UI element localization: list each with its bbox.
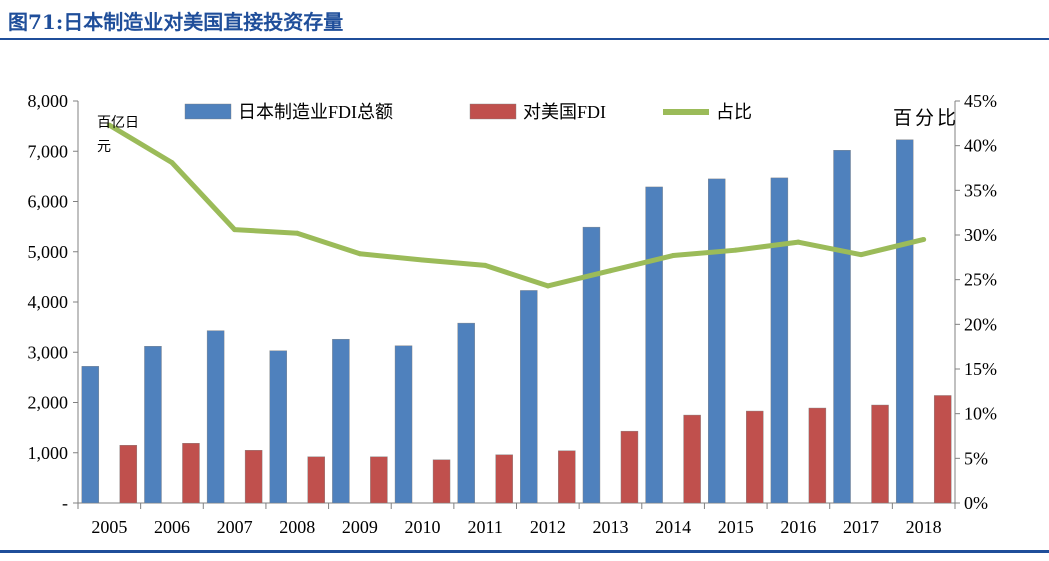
x-tick-label: 2007 — [217, 517, 253, 537]
bar-us-fdi — [307, 456, 325, 504]
bar-total-fdi — [520, 290, 538, 504]
chart-bars — [81, 139, 952, 504]
x-tick-label: 2009 — [342, 517, 378, 537]
x-tick-label: 2016 — [780, 517, 816, 537]
bar-total-fdi — [457, 322, 475, 504]
bar-us-fdi — [370, 456, 388, 504]
line-share-point — [482, 262, 488, 268]
figure-title: 图71:日本制造业对美国直接投资存量 — [8, 10, 344, 34]
bar-us-fdi — [558, 450, 576, 504]
bar-total-fdi — [394, 345, 413, 504]
chart-line — [106, 122, 927, 289]
bar-total-fdi — [81, 366, 100, 504]
bar-us-fdi — [871, 404, 889, 504]
bar-total-fdi — [582, 226, 601, 504]
line-share-point — [357, 251, 363, 257]
y-right-tick-label: 20% — [964, 314, 997, 334]
x-tick-label: 2005 — [91, 517, 127, 537]
bar-total-fdi — [833, 150, 851, 504]
y-right-tick-label: 45% — [964, 91, 997, 111]
bar-us-fdi — [119, 445, 138, 504]
bar-us-fdi — [244, 450, 263, 504]
x-tick-label: 2010 — [405, 517, 441, 537]
line-share-point — [169, 160, 175, 166]
y-left-tick-label: - — [62, 493, 68, 513]
y-left-tick-label: 7,000 — [28, 141, 69, 161]
x-tick-label: 2012 — [530, 517, 566, 537]
x-tick-label: 2011 — [468, 517, 503, 537]
line-share-point — [545, 283, 551, 289]
line-share-series — [108, 122, 925, 289]
bar-us-fdi — [432, 459, 451, 504]
legend-swatch-0 — [184, 103, 232, 120]
legend-label-2: 占比 — [716, 102, 752, 122]
y-left-tick-label: 1,000 — [28, 443, 69, 463]
bar-total-fdi — [770, 177, 789, 504]
bar-us-fdi — [808, 407, 827, 504]
y-left-tick-label: 5,000 — [28, 242, 69, 262]
y-left-unit-label-line2: 元 — [97, 140, 111, 155]
x-tick-label: 2008 — [279, 517, 315, 537]
y-right-tick-label: 15% — [964, 359, 997, 379]
y-left-tick-label: 3,000 — [28, 342, 69, 362]
x-tick-label: 2014 — [655, 517, 691, 537]
bar-total-fdi — [332, 338, 350, 504]
x-tick-label: 2015 — [718, 517, 754, 537]
chart-labels: - 1,000 2,000 3,000 4,000 5,000 6,000 7,000 8,00… — [28, 91, 998, 537]
y-left-tick-label: 8,000 — [28, 91, 69, 111]
y-right-tick-label: 30% — [964, 225, 997, 245]
bar-total-fdi — [708, 178, 726, 504]
line-share-point — [420, 257, 426, 263]
line-share-point — [921, 236, 927, 242]
y-right-tick-label: 0% — [964, 493, 988, 513]
y-right-tick-label: 40% — [964, 136, 997, 156]
bar-total-fdi — [269, 350, 287, 504]
y-right-tick-label: 10% — [964, 404, 997, 424]
line-share-point — [294, 230, 300, 236]
bottom-rule — [0, 550, 1049, 553]
bar-us-fdi — [620, 430, 639, 504]
bar-total-fdi — [206, 330, 225, 504]
bar-total-fdi — [144, 346, 162, 504]
x-tick-label: 2013 — [592, 517, 628, 537]
line-share-point — [670, 253, 676, 259]
line-share-point — [106, 122, 112, 128]
legend-swatch-1 — [469, 103, 517, 120]
y-left-tick-label: 2,000 — [28, 393, 69, 413]
chart-axes — [73, 100, 960, 509]
bar-us-fdi — [933, 395, 952, 504]
line-share-point — [607, 268, 613, 274]
y-right-tick-label: 35% — [964, 180, 997, 200]
bar-us-fdi — [746, 410, 764, 504]
line-share-point — [232, 227, 238, 233]
legend-label-1: 对美国FDI — [523, 102, 606, 122]
bar-total-fdi — [895, 139, 914, 504]
y-left-tick-label: 6,000 — [28, 192, 69, 212]
legend-label-0: 日本制造业FDI总额 — [238, 102, 393, 122]
y-left-unit-label-line1: 百亿日 — [97, 115, 139, 131]
chart-legend: 日本制造业FDI总额 对美国FDI 占比 — [184, 102, 752, 122]
y-left-tick-label: 4,000 — [28, 292, 69, 312]
y-right-tick-label: 25% — [964, 270, 997, 290]
title-underline — [0, 38, 1049, 40]
line-share-point — [858, 252, 864, 258]
x-tick-label: 2017 — [843, 517, 879, 537]
bar-us-fdi — [182, 443, 200, 504]
bar-us-fdi — [683, 414, 701, 504]
x-tick-label: 2018 — [906, 517, 942, 537]
bar-total-fdi — [645, 186, 663, 504]
x-tick-label: 2006 — [154, 517, 190, 537]
line-share-point — [795, 239, 801, 245]
line-share-point — [733, 247, 739, 253]
bar-us-fdi — [495, 454, 513, 504]
y-right-unit-label: 百分比 — [893, 107, 959, 129]
y-right-tick-label: 5% — [964, 448, 988, 468]
